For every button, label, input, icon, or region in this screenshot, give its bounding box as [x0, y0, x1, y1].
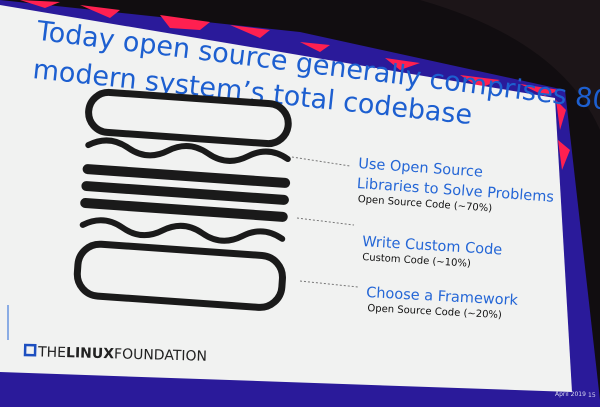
hamburger-stack-icon [73, 88, 292, 311]
bar-2 [81, 181, 289, 205]
wave-line-top [85, 137, 291, 164]
bar-1 [82, 164, 291, 188]
layer-3-heading: Choose a Framework [366, 285, 519, 309]
bottom-bun-shape [73, 240, 286, 311]
connector-line-2 [296, 217, 355, 226]
logo-mark-icon [23, 343, 37, 357]
footer-page-number: 15 [588, 392, 596, 399]
linux-foundation-logo: THELINUXFOUNDATION [23, 343, 207, 365]
red-pattern [20, 0, 570, 170]
svg-text:THELINUXFOUNDATION: THELINUXFOUNDATION [37, 344, 207, 364]
footer-date: April 2019 [555, 391, 586, 398]
connector-line-1 [291, 156, 351, 167]
bar-3 [80, 198, 288, 222]
connector-line-3 [299, 280, 359, 288]
wave-line-bottom [79, 217, 286, 244]
top-bun-shape [85, 88, 292, 148]
